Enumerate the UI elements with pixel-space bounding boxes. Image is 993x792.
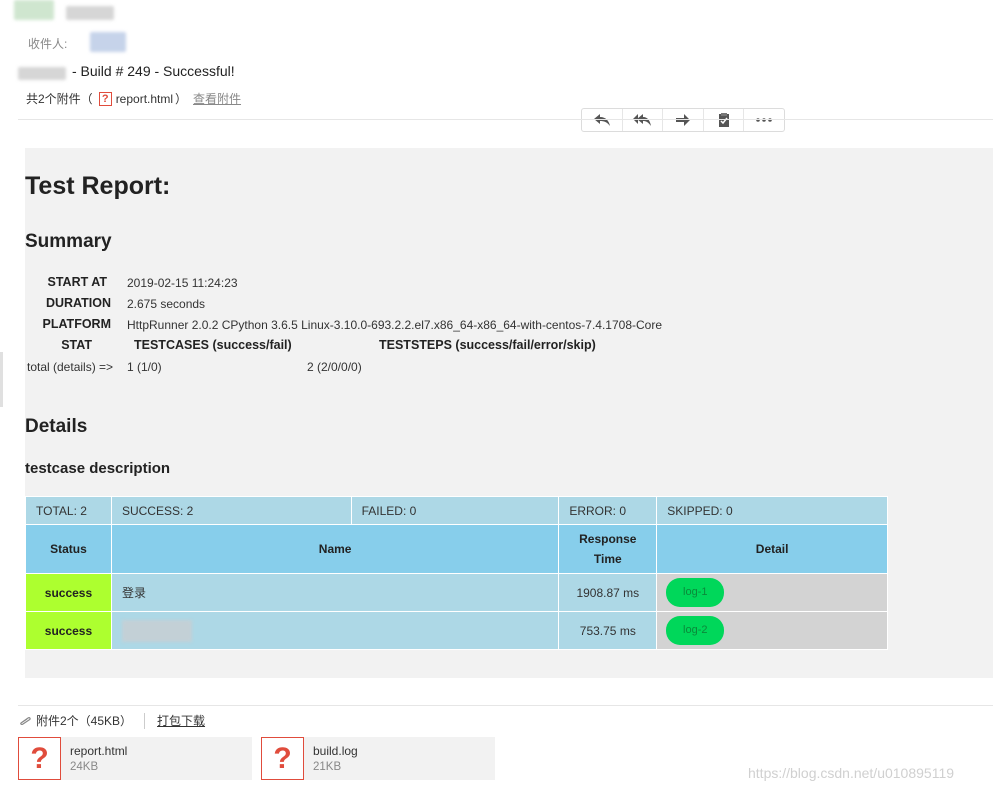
sender-name-redacted: [66, 6, 114, 20]
email-subject: - Build # 249 - Successful!: [72, 63, 235, 79]
recipient-label: 收件人:: [28, 37, 68, 51]
testcases-label: TESTCASES (success/fail): [134, 338, 292, 352]
col-response-time: Response Time: [558, 524, 658, 574]
header-divider: [18, 119, 993, 120]
platform-label: PLATFORM: [42, 317, 111, 331]
attachments-header: 附件2个（45KB） 打包下载: [18, 712, 205, 729]
recipient-redacted[interactable]: [90, 32, 126, 52]
stat-label: STAT: [61, 338, 92, 352]
clipboard-icon: [718, 113, 729, 127]
details-heading: Details: [25, 416, 88, 437]
inline-attachment-link[interactable]: report.html: [115, 91, 174, 106]
name-cell: 登录: [110, 573, 560, 612]
table-row: success 753.75 ms log-2: [25, 611, 888, 650]
reply-button[interactable]: [582, 109, 623, 131]
attachments-count: 附件2个（45KB）: [36, 714, 133, 728]
log-button[interactable]: log-1: [666, 578, 725, 607]
more-icon: [756, 118, 772, 122]
total-teststeps-value: 2 (2/0/0/0): [307, 360, 362, 374]
log-button[interactable]: log-2: [666, 616, 725, 645]
duration-label: DURATION: [45, 296, 111, 310]
download-all-link[interactable]: 打包下载: [157, 714, 206, 728]
subject-project-redacted: [18, 67, 66, 80]
reply-all-icon: [633, 114, 652, 126]
email-action-toolbar: [581, 108, 785, 132]
teststeps-label: TESTSTEPS (success/fail/error/skip): [379, 338, 596, 352]
col-status: Status: [25, 524, 112, 574]
clipboard-button[interactable]: [704, 109, 745, 131]
attachment-size: 24KB: [70, 761, 99, 773]
attachment-card[interactable]: ? report.html 24KB: [18, 737, 252, 780]
column-header-row: Status Name Response Time Detail: [25, 524, 888, 574]
total-details-label: total (details) =>: [27, 360, 114, 374]
start-at-value: 2019-02-15 11:24:23: [127, 276, 238, 290]
unknown-file-icon: ?: [261, 737, 304, 780]
sender-avatar: [14, 0, 54, 20]
status-cell: success: [25, 573, 112, 612]
table-row: success 登录 1908.87 ms log-1: [25, 573, 888, 612]
detail-cell: log-2: [656, 611, 888, 650]
col-detail: Detail: [656, 524, 888, 574]
attachment-name: report.html: [70, 744, 128, 758]
forward-button[interactable]: [663, 109, 704, 131]
duration-value: 2.675 seconds: [127, 297, 206, 311]
scroll-edge: [0, 352, 3, 407]
separator: [144, 712, 146, 729]
col-name: Name: [110, 524, 560, 574]
response-time-cell: 1908.87 ms: [558, 573, 658, 612]
attachment-card[interactable]: ? build.log 21KB: [261, 737, 495, 780]
status-cell: success: [25, 611, 112, 650]
results-table: TOTAL: 2 SUCCESS: 2 FAILED: 0 ERROR: 0 S…: [25, 496, 888, 650]
unknown-file-icon: ?: [18, 737, 61, 780]
response-time-cell: 753.75 ms: [558, 611, 658, 650]
testcase-heading: testcase description: [25, 460, 171, 477]
unknown-file-icon: ?: [98, 91, 112, 106]
forward-icon: [675, 114, 690, 126]
attachment-summary: 共2个附件（ ? report.html ）: [26, 90, 187, 107]
summary-heading: Summary: [25, 231, 112, 252]
col-response-time-line1: Response: [579, 532, 637, 546]
col-response-time-line2: Time: [593, 552, 622, 566]
view-attachments-link[interactable]: 查看附件: [193, 92, 242, 106]
total-count: TOTAL: 2: [25, 496, 112, 525]
attachment-count-text: 共2个附件（: [26, 92, 93, 106]
attachment-count-suffix: ）: [175, 92, 188, 106]
more-button[interactable]: [744, 109, 784, 131]
detail-cell: log-1: [656, 573, 888, 612]
name-cell: [110, 611, 560, 650]
name-redacted: [121, 619, 192, 642]
success-count: SUCCESS: 2: [110, 496, 352, 525]
watermark: https://blog.csdn.net/u010895119: [748, 765, 955, 781]
reply-icon: [593, 114, 610, 126]
attachment-name: build.log: [313, 744, 358, 758]
report-title: Test Report:: [25, 172, 171, 200]
totals-row: TOTAL: 2 SUCCESS: 2 FAILED: 0 ERROR: 0 S…: [25, 496, 888, 525]
reply-all-button[interactable]: [623, 109, 664, 131]
attachment-size: 21KB: [313, 761, 342, 773]
platform-value: HttpRunner 2.0.2 CPython 3.6.5 Linux-3.1…: [127, 318, 663, 332]
total-testcases-value: 1 (1/0): [127, 360, 162, 374]
failed-count: FAILED: 0: [350, 496, 560, 525]
paperclip-icon: [20, 716, 31, 725]
skipped-count: SKIPPED: 0: [656, 496, 888, 525]
error-count: ERROR: 0: [558, 496, 658, 525]
attachments-divider: [18, 705, 993, 706]
start-at-label: START AT: [47, 275, 107, 289]
